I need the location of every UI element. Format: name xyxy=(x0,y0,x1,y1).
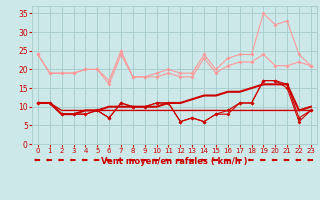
X-axis label: Vent moyen/en rafales ( km/h ): Vent moyen/en rafales ( km/h ) xyxy=(101,157,248,166)
